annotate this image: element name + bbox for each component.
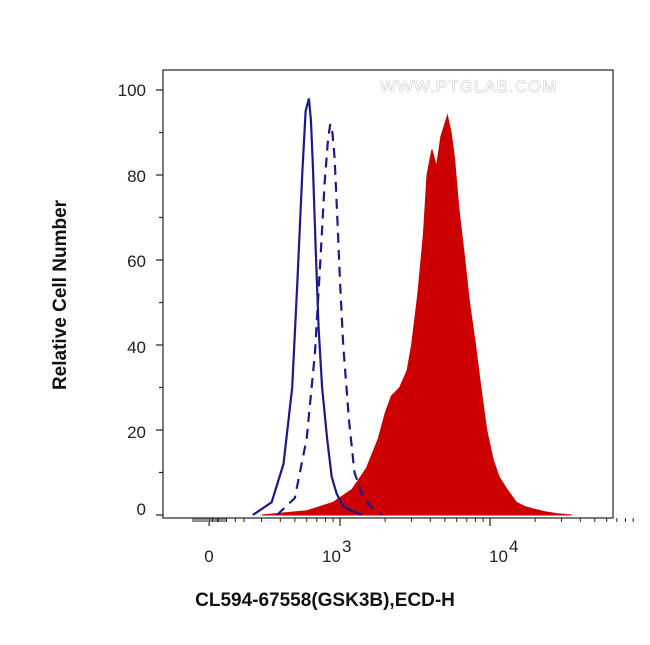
x-axis-ticks	[192, 518, 634, 526]
series-line-1	[252, 98, 363, 517]
data-series-group	[252, 98, 572, 517]
series-area-0	[261, 113, 572, 516]
y-axis-ticks	[156, 89, 163, 516]
x-tick-label: 10	[489, 547, 508, 566]
y-tick-labels: 100 80 60 40 20 0	[118, 81, 146, 519]
y-tick-label: 20	[127, 423, 146, 442]
watermark: WWW.PTGLAB.COM	[380, 77, 558, 96]
y-axis-title-wrap: Relative Cell Number	[48, 160, 74, 430]
x-tick-labels: 0 10 3 10 4	[204, 537, 518, 566]
plot-frame	[162, 69, 614, 519]
y-tick-label: 80	[127, 167, 146, 186]
y-tick-label: 60	[127, 252, 146, 271]
y-axis-title: Relative Cell Number	[50, 199, 71, 391]
x-tick-exponent: 3	[342, 537, 351, 556]
x-tick-label: 10	[322, 547, 341, 566]
x-axis-title: CL594-67558(GSK3B),ECD-H	[195, 590, 455, 611]
x-tick-label: 0	[204, 547, 213, 566]
y-tick-label: 100	[118, 81, 146, 100]
y-tick-label: 40	[127, 338, 146, 357]
series-line-2	[276, 123, 383, 516]
x-tick-exponent: 4	[509, 537, 518, 556]
y-tick-label: 0	[137, 500, 146, 519]
